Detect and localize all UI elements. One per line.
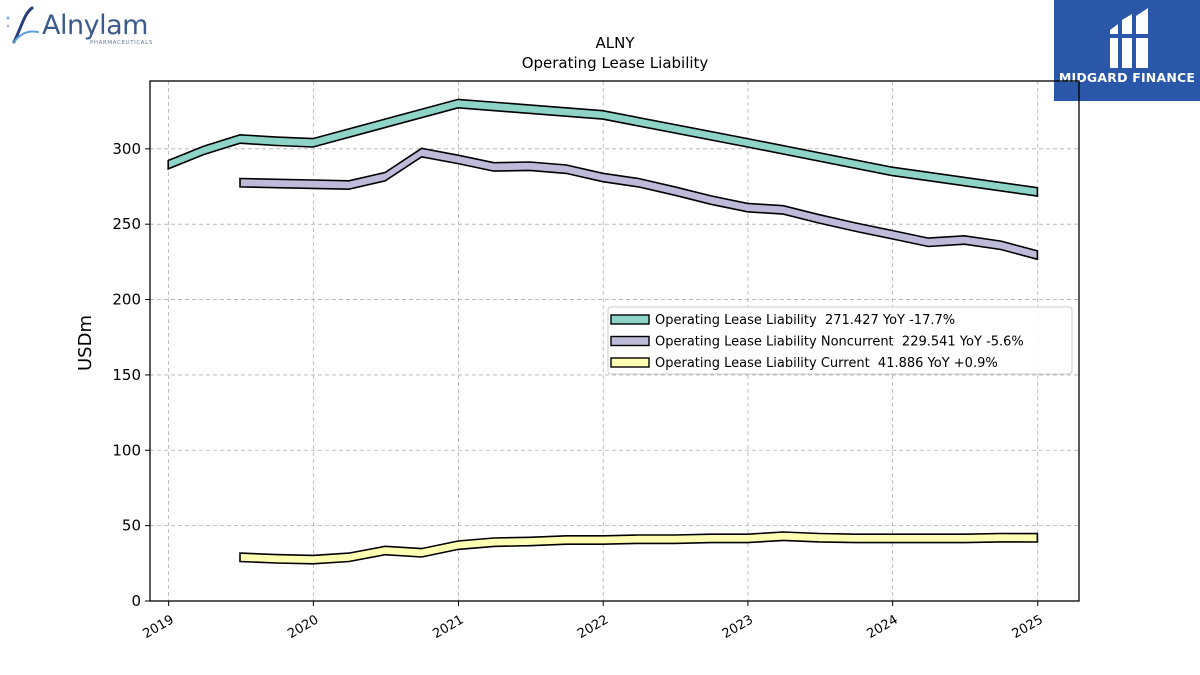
x-tick-label: 2022 — [575, 612, 611, 642]
y-axis-label: USDm — [75, 315, 96, 371]
legend-label: Operating Lease Liability 271.427 YoY -1… — [655, 313, 955, 328]
y-tick-label: 0 — [131, 592, 141, 610]
series-line — [167, 98, 1039, 198]
series-2 — [239, 147, 1039, 261]
x-tick-label: 2021 — [430, 612, 466, 642]
x-tick-label: 2025 — [1010, 612, 1046, 642]
midgard-finance-logo: MIDGARD FINANCE — [1054, 0, 1200, 101]
y-tick-label: 50 — [122, 517, 141, 535]
alnylam-brand-sub: PHARMACEUTICALS — [90, 40, 153, 46]
x-tick-label: 2023 — [720, 612, 756, 642]
midgard-finance-name: MIDGARD FINANCE — [1058, 70, 1196, 85]
series-line — [239, 531, 1039, 565]
alnylam-brand-name: Alnylam — [42, 10, 148, 41]
x-tick-label: 2020 — [285, 612, 321, 642]
legend-box — [607, 306, 1073, 375]
series-line — [239, 147, 1039, 261]
series-layer — [167, 98, 1039, 565]
legend: Operating Lease Liability 271.427 YoY -1… — [607, 306, 1073, 375]
midgard-emblem-icon — [1108, 8, 1150, 68]
alnylam-logo: Alnylam PHARMACEUTICALS — [4, 4, 164, 48]
alnylam-swoosh-icon — [6, 6, 39, 44]
chart-title: ALNY — [595, 34, 635, 52]
axes-ticks: 0 50 100 150 200 250 300 2019 2020 2021 2022 2023 20… — [112, 140, 1045, 642]
y-tick-label: 100 — [112, 441, 141, 459]
y-tick-label: 250 — [112, 215, 141, 233]
legend-swatch — [610, 335, 650, 347]
y-tick-label: 150 — [112, 366, 141, 384]
legend-label: Operating Lease Liability Current 41.886… — [655, 356, 998, 371]
y-tick-label: 200 — [112, 291, 141, 309]
y-tick-label: 300 — [112, 140, 141, 158]
series-1 — [167, 98, 1039, 198]
chart-subtitle: Operating Lease Liability — [522, 54, 709, 72]
x-tick-label: 2024 — [864, 612, 900, 642]
legend-swatch — [610, 357, 650, 368]
legend-swatch — [610, 314, 650, 325]
series-3 — [239, 531, 1039, 565]
legend-label: Operating Lease Liability Noncurrent 229… — [655, 335, 1024, 350]
plot-frame — [149, 80, 1080, 602]
x-tick-label: 2019 — [140, 612, 176, 642]
